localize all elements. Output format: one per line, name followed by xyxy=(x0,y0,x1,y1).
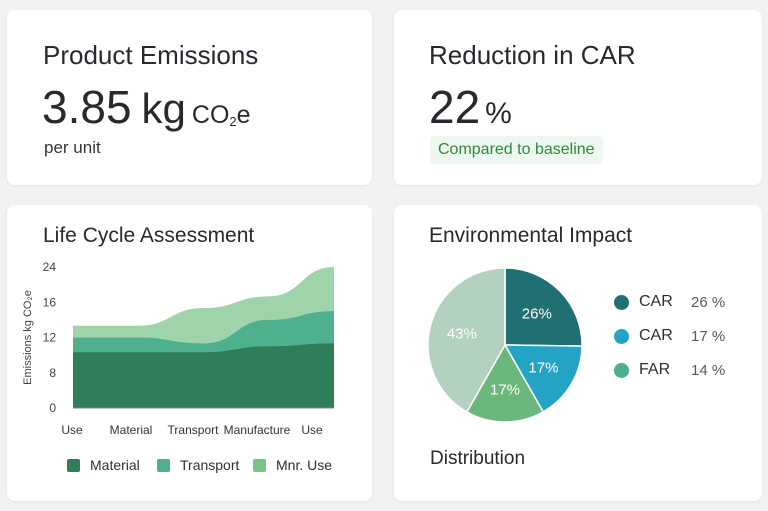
lca-area-chart: 24 16 12 8 0 Emissions kg CO₂e Use Material Tran… xyxy=(22,260,334,437)
legend-dot xyxy=(614,362,629,378)
lca-title: Life Cycle Assessment xyxy=(43,224,255,247)
x-tick-label: Transport xyxy=(168,423,220,437)
y-tick-label: 8 xyxy=(49,366,56,380)
legend-dot xyxy=(614,294,629,310)
x-tick-label: Use xyxy=(61,423,83,437)
x-tick-label: Manufacture xyxy=(224,423,291,437)
compared-to-baseline-badge: Compared to baseline xyxy=(430,136,603,164)
reduction-value: 22 xyxy=(429,81,481,133)
legend-swatch xyxy=(253,458,266,472)
legend-value: 17 % xyxy=(691,327,726,345)
co2-main: CO xyxy=(191,101,230,129)
pie-slice xyxy=(503,344,583,413)
reduction-title: Reduction in CAR xyxy=(429,40,636,70)
reduction-value-group: 22 % xyxy=(429,80,512,134)
lca-legend-item-transport: Transport xyxy=(157,457,239,473)
pie-legend-item: CAR 26 % xyxy=(614,293,725,311)
legend-swatch xyxy=(67,458,80,472)
area-series-material xyxy=(73,343,334,408)
distribution-label: Distribution xyxy=(430,448,526,469)
pie-slice-label: 43% xyxy=(447,326,477,343)
product-emissions-title: Product Emissions xyxy=(43,40,259,70)
y-tick-label: 12 xyxy=(43,331,57,345)
pie-slice-label: 17% xyxy=(490,382,520,399)
legend-value: 26 % xyxy=(691,293,726,311)
pie-slice xyxy=(465,343,545,423)
legend-label: CAR xyxy=(639,327,673,344)
legend-label: Material xyxy=(90,457,140,473)
pie-slice xyxy=(504,267,583,347)
lca-legend-item-material: Material xyxy=(67,457,140,473)
pie-slice-label: 17% xyxy=(528,360,558,377)
legend-swatch xyxy=(157,458,170,472)
co2-e: e xyxy=(236,101,251,129)
pie-slice xyxy=(427,267,506,413)
pie-legend-item: CAR 17 % xyxy=(614,327,725,345)
lca-legend-item-use: Mnr. Use xyxy=(253,457,332,473)
environmental-impact-card: Environmental Impact 26% 17% 17% 43% CAR 26… xyxy=(394,205,762,501)
legend-label: FAR xyxy=(639,361,671,378)
lca-card: Life Cycle Assessment 24 16 12 8 0 Emissions … xyxy=(7,205,372,501)
co2-subscript: 2 xyxy=(229,114,237,129)
legend-dot xyxy=(614,328,629,344)
product-emissions-card: Product Emissions 3.85 kg CO2e per unit xyxy=(7,10,372,185)
product-emissions-unit: kg xyxy=(141,85,186,132)
x-tick-label: Material xyxy=(110,423,153,437)
env-impact-pie-chart: 26% 17% 17% 43% xyxy=(427,267,583,423)
product-emissions-value: 3.85 xyxy=(42,81,132,133)
y-tick-label: 16 xyxy=(43,295,57,309)
reduction-percent-sign: % xyxy=(485,97,512,130)
legend-label: Mnr. Use xyxy=(276,457,333,473)
legend-label: Transport xyxy=(180,457,240,473)
y-tick-label: 0 xyxy=(49,401,56,415)
env-impact-title: Environmental Impact xyxy=(429,224,633,247)
product-emissions-value-group: 3.85 kg CO2e xyxy=(42,80,251,134)
y-axis-title: Emissions kg CO₂e xyxy=(22,290,34,385)
pie-legend-item: FAR 14 % xyxy=(614,361,725,379)
legend-value: 14 % xyxy=(691,361,726,379)
per-unit-label: per unit xyxy=(44,138,101,157)
pie-slice-label: 26% xyxy=(522,306,552,323)
co2e-unit: CO2e xyxy=(192,101,251,130)
legend-label: CAR xyxy=(639,293,673,310)
x-tick-label: Use xyxy=(301,423,323,437)
y-tick-label: 24 xyxy=(43,260,57,274)
reduction-card: Reduction in CAR 22 % Compared to baseli… xyxy=(394,10,762,185)
